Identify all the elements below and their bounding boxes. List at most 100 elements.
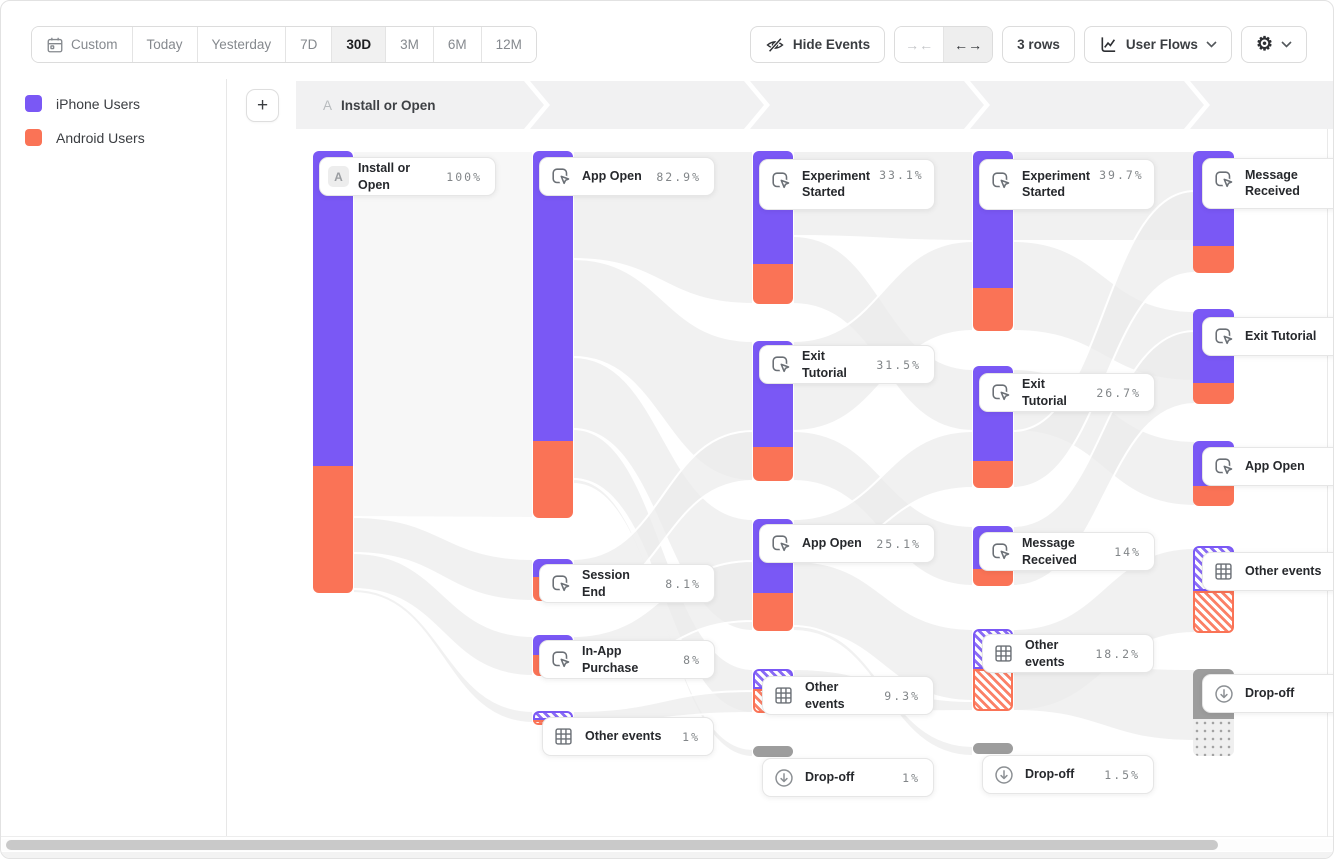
event-click-icon bbox=[988, 168, 1013, 193]
flow-bar-exit-tutorial-3[interactable] bbox=[753, 447, 793, 481]
flow-node-message-received-4[interactable]: Message Received 14% bbox=[979, 532, 1155, 571]
horizontal-scrollbar-track[interactable] bbox=[2, 839, 1333, 851]
node-percentage: 8.1% bbox=[665, 576, 701, 591]
path-step-5[interactable] bbox=[1190, 81, 1333, 129]
rows-button[interactable]: 3 rows bbox=[1002, 26, 1075, 63]
collapse-expand-control: →← ←→ bbox=[894, 26, 994, 63]
settings-dropdown[interactable]: ⚙ bbox=[1240, 26, 1307, 63]
flow-bar-drop-off-3[interactable] bbox=[753, 746, 793, 757]
path-step-3[interactable] bbox=[750, 81, 984, 129]
node-label: App Open bbox=[1245, 459, 1305, 474]
flow-node-install-or-open[interactable]: A Install or Open 100% bbox=[319, 157, 496, 196]
event-click-icon bbox=[1211, 324, 1236, 349]
date-range-label: 7D bbox=[300, 37, 318, 52]
flow-link bbox=[352, 587, 534, 725]
flow-bar-install-or-open[interactable] bbox=[313, 151, 353, 466]
node-label: Drop-off bbox=[805, 770, 855, 785]
date-range-custom[interactable]: Custom bbox=[32, 27, 133, 62]
node-percentage: 1% bbox=[682, 729, 700, 744]
path-step-1[interactable]: A Install or Open bbox=[296, 81, 544, 129]
flow-bar-message-received-5[interactable] bbox=[1193, 246, 1234, 273]
path-step-4[interactable] bbox=[970, 81, 1204, 129]
flow-bar-exit-tutorial-4[interactable] bbox=[973, 461, 1013, 488]
collapse-columns-button[interactable]: →← bbox=[895, 27, 945, 62]
flow-link bbox=[352, 551, 534, 678]
legend-item-android-users[interactable]: Android Users bbox=[25, 129, 145, 146]
node-label: Install or Open bbox=[358, 161, 411, 192]
flow-chart-icon bbox=[1099, 35, 1118, 54]
flow-bar-app-open-3[interactable] bbox=[753, 593, 793, 631]
node-label: Exit Tutorial bbox=[1245, 329, 1317, 344]
chevron-down-icon bbox=[1206, 41, 1217, 48]
event-click-icon bbox=[988, 380, 1013, 405]
event-click-icon bbox=[548, 571, 573, 596]
bottom-strip bbox=[1, 852, 1333, 858]
flow-bar-drop-off-5[interactable] bbox=[1193, 719, 1234, 756]
flow-node-session-end[interactable]: Session End 8.1% bbox=[539, 564, 715, 603]
flow-bar-experiment-started-4[interactable] bbox=[973, 288, 1013, 331]
node-percentage: 26.7% bbox=[1096, 385, 1141, 400]
flow-link bbox=[792, 239, 974, 433]
date-range-30d[interactable]: 30D bbox=[332, 27, 387, 62]
view-type-dropdown[interactable]: User Flows bbox=[1083, 26, 1232, 63]
horizontal-scrollbar-thumb[interactable] bbox=[6, 840, 1218, 850]
flow-node-other-events-4[interactable]: Other events 18.2% bbox=[982, 634, 1154, 673]
flow-link bbox=[572, 257, 754, 483]
flow-node-drop-off-4[interactable]: Drop-off 1.5% bbox=[982, 755, 1154, 794]
expand-columns-button[interactable]: ←→ bbox=[944, 27, 993, 62]
flow-bar-app-open-2[interactable] bbox=[533, 441, 573, 518]
node-percentage: 100% bbox=[446, 169, 482, 184]
date-range-6m[interactable]: 6M bbox=[433, 27, 482, 62]
flow-node-experiment-started-4[interactable]: Experiment Started 39.7% bbox=[979, 159, 1155, 210]
flow-bar-message-received-4[interactable] bbox=[973, 569, 1013, 586]
flow-bar-other-events-4[interactable] bbox=[973, 669, 1013, 711]
flow-bar-app-open-5[interactable] bbox=[1193, 486, 1234, 506]
date-range-label: Yesterday bbox=[211, 37, 272, 52]
step-label: Install or Open bbox=[341, 97, 436, 113]
date-range-today[interactable]: Today bbox=[132, 27, 198, 62]
rows-label: 3 rows bbox=[1017, 37, 1060, 52]
legend-item-iphone-users[interactable]: iPhone Users bbox=[25, 95, 145, 112]
flow-bar-exit-tutorial-5[interactable] bbox=[1193, 383, 1234, 404]
flow-bar-install-or-open[interactable] bbox=[313, 466, 353, 593]
flow-node-other-events-5[interactable]: Other events bbox=[1202, 552, 1333, 591]
node-percentage: 1.5% bbox=[1104, 767, 1140, 782]
flow-link bbox=[352, 149, 534, 520]
event-click-icon bbox=[768, 352, 793, 377]
flow-node-other-events-3[interactable]: Other events 9.3% bbox=[762, 676, 934, 715]
date-range-label: 30D bbox=[346, 37, 372, 52]
node-label: Session End bbox=[582, 568, 630, 599]
flow-node-experiment-started-3[interactable]: Experiment Started 33.1% bbox=[759, 159, 935, 210]
flow-bar-other-events-5[interactable] bbox=[1193, 591, 1234, 633]
flow-link bbox=[1012, 189, 1196, 490]
date-range-yesterday[interactable]: Yesterday bbox=[197, 27, 287, 62]
add-step-button[interactable]: + bbox=[246, 89, 279, 122]
date-range-7d[interactable]: 7D bbox=[286, 27, 333, 62]
hide-events-button[interactable]: Hide Events bbox=[749, 26, 886, 63]
flow-node-other-events-2[interactable]: Other events 1% bbox=[542, 717, 714, 756]
path-header-band: A Install or Open bbox=[296, 81, 1333, 129]
legend-label: iPhone Users bbox=[56, 95, 141, 112]
node-label: Other events bbox=[1025, 638, 1065, 669]
node-label: App Open bbox=[802, 536, 862, 551]
flow-bar-experiment-started-3[interactable] bbox=[753, 264, 793, 304]
flow-node-message-received-5[interactable]: Message Received bbox=[1202, 158, 1333, 209]
node-label: Drop-off bbox=[1025, 767, 1075, 782]
path-step-2[interactable] bbox=[530, 81, 764, 129]
flow-node-exit-tutorial-4[interactable]: Exit Tutorial 26.7% bbox=[979, 373, 1155, 412]
flow-bar-app-open-2[interactable] bbox=[533, 151, 573, 441]
date-range-3m[interactable]: 3M bbox=[386, 27, 434, 62]
flow-node-app-open-3[interactable]: App Open 25.1% bbox=[759, 524, 935, 563]
flow-node-drop-off-3[interactable]: Drop-off 1% bbox=[762, 758, 934, 797]
drop-off-icon bbox=[1211, 681, 1236, 706]
grid-icon bbox=[991, 641, 1016, 666]
flow-bar-drop-off-4[interactable] bbox=[973, 743, 1013, 754]
date-range-12m[interactable]: 12M bbox=[481, 27, 536, 62]
flow-node-app-open-5[interactable]: App Open bbox=[1202, 447, 1333, 486]
flow-node-exit-tutorial-3[interactable]: Exit Tutorial 31.5% bbox=[759, 345, 935, 384]
flow-node-in-app-purchase[interactable]: In-App Purchase 8% bbox=[539, 640, 715, 679]
flow-node-drop-off-5[interactable]: Drop-off bbox=[1202, 674, 1333, 713]
flow-node-exit-tutorial-5[interactable]: Exit Tutorial bbox=[1202, 317, 1333, 356]
flow-node-app-open-2[interactable]: App Open 82.9% bbox=[539, 157, 715, 196]
step-letter-badge: A bbox=[328, 166, 349, 187]
